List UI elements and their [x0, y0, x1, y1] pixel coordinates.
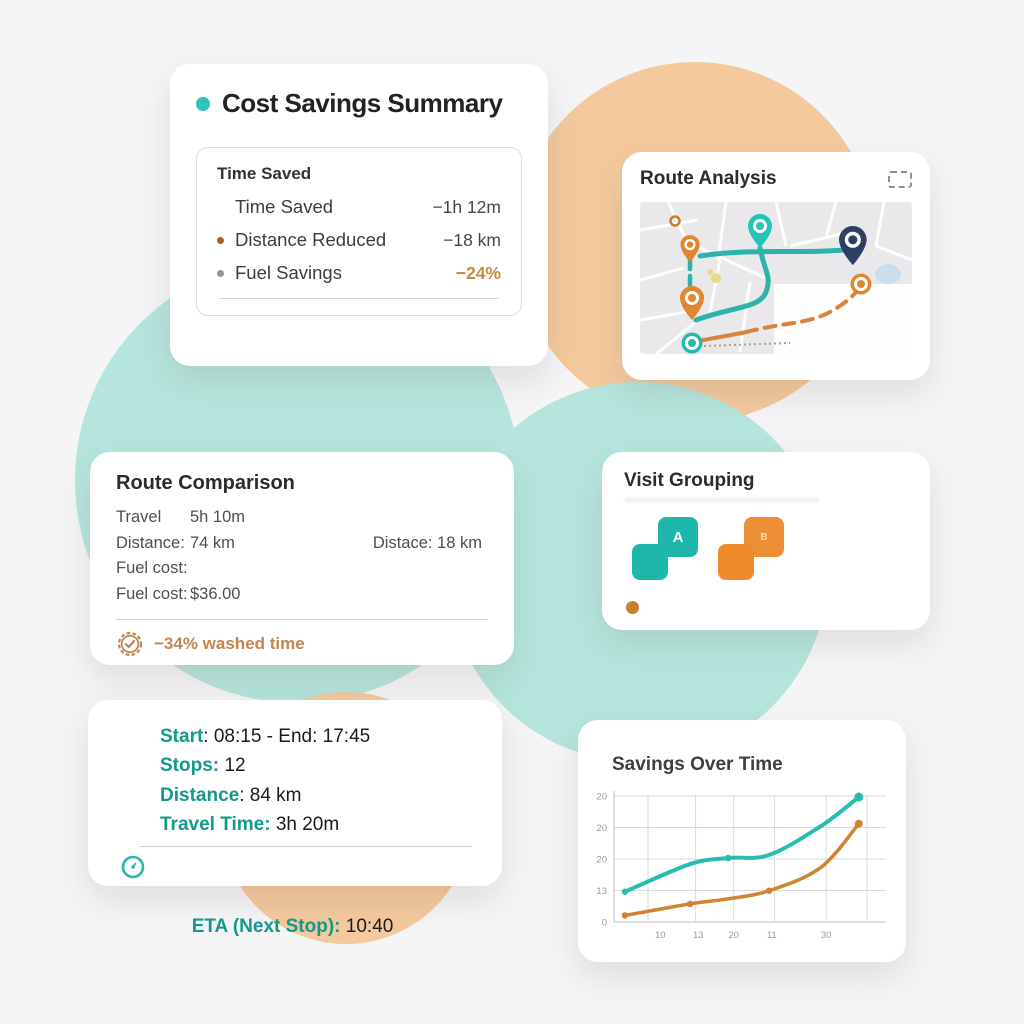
- metric-value: −18 km: [443, 229, 501, 250]
- svg-text:20: 20: [596, 823, 607, 834]
- map-water: [875, 264, 901, 284]
- route-analysis-card: Route Analysis: [622, 152, 930, 380]
- compare-row-fuel-2: Fuel cost: $36.00: [116, 582, 488, 608]
- map-poi: [711, 273, 721, 283]
- compare-row-distance: Distance: 74 km Distace: 18 km: [116, 531, 488, 557]
- trip-row-start: Start: 08:15 - End: 17:45: [160, 726, 371, 747]
- map-pin-orange-b: [680, 286, 704, 320]
- ghost-text: [624, 497, 819, 503]
- cost-savings-header: Cost Savings Summary: [196, 88, 522, 119]
- panel-title: Time Saved: [217, 164, 312, 183]
- visit-grouping-card: Visit Grouping A B: [602, 452, 930, 630]
- trip-row-eta: ETA (Next Stop): 10:40: [121, 853, 472, 971]
- route-teal-main: [697, 247, 847, 259]
- map-pin-orange-a: [680, 235, 700, 263]
- divider: [219, 298, 499, 299]
- route-map: [640, 202, 912, 354]
- gray-bullet-icon: [217, 269, 235, 277]
- map-marker-orange-ring: [850, 273, 872, 295]
- seal-check-icon: [117, 632, 143, 657]
- compare-row-fuel-1: Fuel cost:: [116, 556, 488, 582]
- route-comparison-title: Route Comparison: [116, 472, 295, 494]
- trip-row-distance: Distance: 84 km: [160, 784, 302, 806]
- svg-text:0: 0: [602, 918, 607, 929]
- savings-badge-row: −34% washed time: [116, 630, 488, 658]
- trip-rows: Start: 08:15 - End: 17:45 Stops: 12 Dist…: [118, 722, 472, 971]
- row-value-alt: Distace: 18 km: [372, 533, 482, 552]
- map-caption-marks: [703, 342, 791, 347]
- metric-row-distance-reduced: Distance Reduced −18 km: [217, 229, 501, 251]
- group-b-label: B: [760, 531, 768, 543]
- map-pin-navy: [839, 226, 867, 266]
- row-label: Fuel cost:: [116, 559, 188, 578]
- map-marker-teal-ring: [681, 332, 703, 354]
- metric-row-fuel-savings: Fuel Savings −24%: [217, 262, 501, 284]
- teal-dot-icon: [196, 96, 210, 111]
- route-analysis-title: Route Analysis: [640, 168, 777, 189]
- metric-label: Distance Reduced: [235, 229, 387, 250]
- trip-row-stops: Stops: 12: [160, 755, 246, 777]
- divider: [140, 845, 472, 847]
- metric-value: −1h 12m: [432, 196, 501, 217]
- group-a-shape: A: [632, 517, 702, 583]
- metric-label: Fuel Savings: [235, 262, 342, 283]
- chart-title: Savings Over Time: [612, 754, 783, 775]
- clock-icon: [121, 855, 145, 879]
- visit-grouping-title: Visit Grouping: [624, 470, 755, 491]
- svg-text:20: 20: [596, 792, 607, 803]
- metric-value: −24%: [455, 262, 501, 283]
- map-poi: [707, 269, 713, 275]
- svg-text:11: 11: [767, 930, 777, 941]
- svg-text:10: 10: [655, 930, 666, 941]
- route-analysis-header: Route Analysis: [640, 168, 912, 190]
- savings-line-chart: 20 20 20 13 0 10 13 20 11 30: [596, 791, 886, 941]
- cost-savings-panel: Time Saved Time Saved −1h 12m Distance R…: [196, 147, 522, 316]
- orange-bullet-icon: [217, 236, 235, 244]
- svg-text:20: 20: [728, 930, 739, 941]
- trip-details-card: Start: 08:15 - End: 17:45 Stops: 12 Dist…: [88, 700, 502, 937]
- trip-row-travel-time: Travel Time: 3h 20m: [160, 814, 340, 836]
- group-b-shape: B: [718, 517, 788, 583]
- dashed-frame-icon[interactable]: [888, 170, 912, 188]
- row-label: Fuel cost:: [116, 584, 188, 603]
- row-label: Travel: [116, 508, 162, 526]
- row-value: 5h 10m: [190, 508, 246, 526]
- route-teal-curve: [693, 245, 771, 323]
- map-pin-teal: [748, 214, 772, 248]
- row-label: Distance:: [116, 533, 185, 552]
- svg-text:13: 13: [693, 930, 704, 941]
- compare-row-travel: Travel 5h 10m: [116, 505, 488, 531]
- cost-savings-card: Cost Savings Summary Time Saved Time Sav…: [170, 64, 548, 366]
- divider: [116, 619, 488, 621]
- cost-savings-title: Cost Savings Summary: [222, 88, 503, 118]
- metric-row-time-saved: Time Saved −1h 12m: [217, 196, 501, 218]
- orange-dot-icon: [626, 601, 639, 614]
- route-comparison-card: Route Comparison Travel 5h 10m Distance:…: [90, 452, 514, 665]
- svg-text:30: 30: [821, 930, 832, 941]
- map-cutout: [774, 284, 912, 354]
- svg-text:13: 13: [596, 886, 607, 897]
- metric-label: Time Saved: [235, 196, 334, 217]
- svg-text:20: 20: [596, 855, 607, 866]
- savings-badge-text: −34% washed time: [154, 634, 305, 654]
- bullet-icon: [217, 204, 235, 211]
- row-value: 74 km: [190, 533, 235, 552]
- route-orange-dashed: [744, 284, 862, 334]
- group-shapes: A B: [632, 517, 908, 583]
- map-ring-small-orange: [669, 215, 681, 227]
- savings-chart-card: Savings Over Time 20 20 20 13 0 10 13 20 11 30: [578, 720, 906, 962]
- row-value: $36.00: [190, 584, 241, 603]
